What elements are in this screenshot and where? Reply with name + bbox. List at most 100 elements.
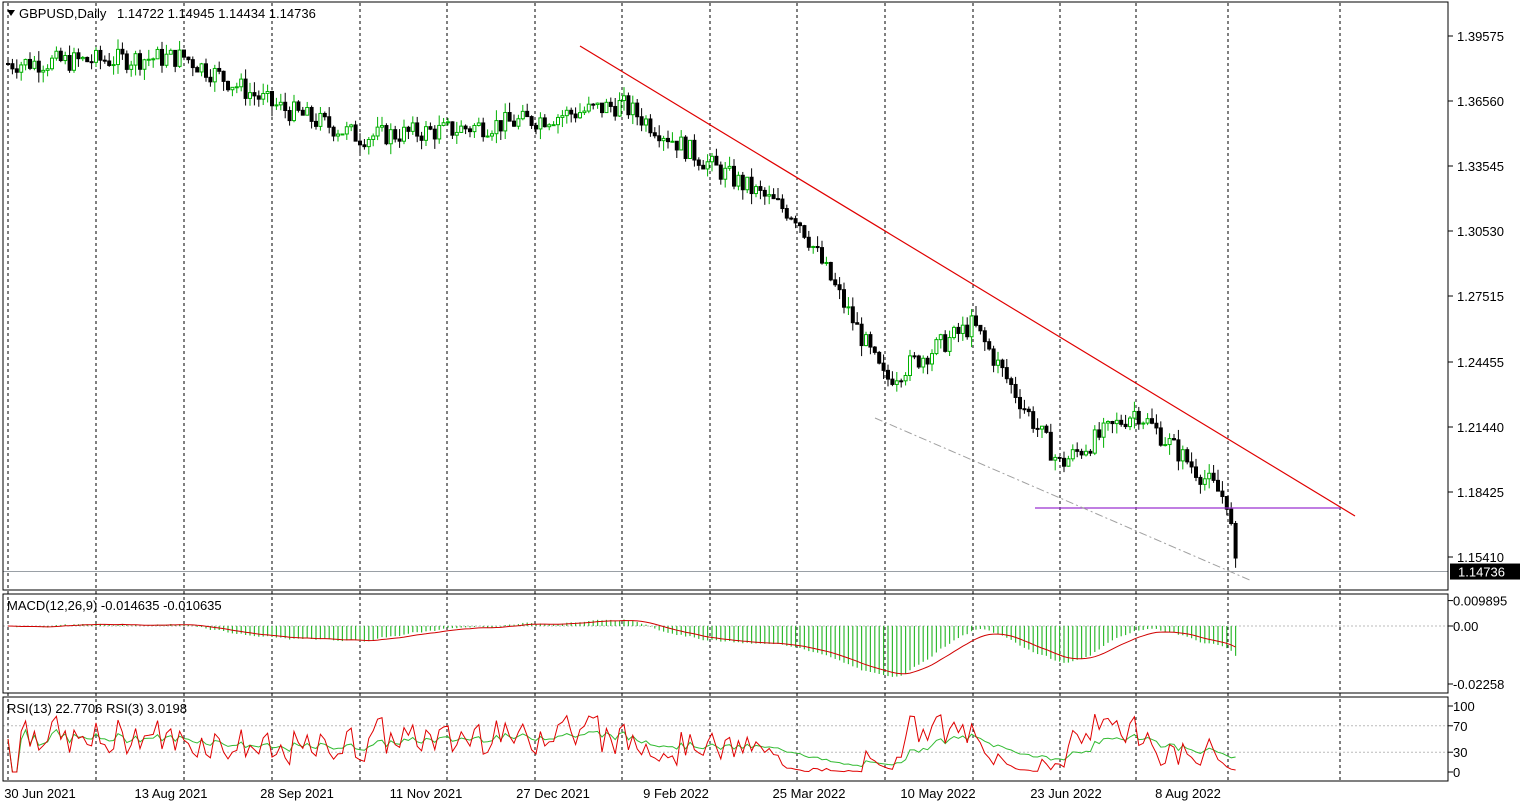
candle-body — [938, 334, 943, 341]
candle-body — [626, 95, 631, 116]
macd-pane[interactable] — [3, 619, 1448, 677]
rsi-pane[interactable] — [3, 713, 1448, 773]
time-tick-label: 28 Sep 2021 — [260, 786, 334, 801]
candle-body — [617, 100, 622, 117]
candle-body — [529, 116, 534, 126]
current-price-tag — [1450, 563, 1520, 580]
time-tick-label: 11 Nov 2021 — [390, 786, 463, 801]
candle-body — [802, 225, 807, 238]
candle-body — [688, 139, 692, 159]
collapse-triangle-icon[interactable] — [7, 10, 15, 16]
candle-body — [1000, 359, 1005, 369]
candle-body — [727, 165, 732, 169]
candle-body — [890, 378, 895, 385]
candle-body — [674, 140, 679, 151]
candle-body — [784, 208, 789, 219]
candle-body — [1202, 478, 1207, 485]
symbol-label: GBPUSD,Daily — [19, 6, 107, 21]
candle-body — [177, 49, 182, 67]
macd-signal-line — [7, 619, 1236, 675]
candle-body — [102, 59, 107, 62]
candle-body — [226, 80, 230, 91]
candle-body — [736, 174, 741, 187]
candle-body — [248, 92, 252, 99]
candle-body — [1216, 479, 1220, 492]
candle-body — [98, 49, 103, 61]
candle-body — [94, 49, 98, 63]
candle-body — [19, 64, 24, 73]
candle-body — [375, 126, 380, 137]
candle-body — [538, 117, 543, 130]
rsi-pane-frame — [2, 696, 1449, 782]
candle-body — [507, 112, 512, 122]
candle-body — [1026, 408, 1031, 413]
candle-body — [190, 59, 195, 69]
candle-body — [344, 126, 349, 135]
candle-body — [1185, 449, 1190, 463]
candle-body — [824, 261, 829, 264]
rsi-tick-label: 70 — [1453, 719, 1467, 734]
candle-body — [855, 322, 860, 325]
candle-body — [371, 135, 376, 140]
candle-body — [591, 103, 596, 106]
candle-body — [50, 57, 54, 70]
candle-body — [199, 63, 204, 73]
candle-body — [648, 118, 653, 134]
candle-body — [560, 115, 565, 118]
rsi-tick-label: 100 — [1453, 699, 1475, 714]
candle-body — [116, 48, 120, 66]
candle-body — [490, 133, 494, 137]
candle-body — [573, 113, 578, 119]
candle-body — [1207, 472, 1212, 480]
candle-body — [23, 58, 28, 66]
candle-body — [459, 125, 464, 133]
candle-body — [322, 112, 327, 118]
ohlc-label: 1.14722 1.14945 1.14434 1.14736 — [117, 6, 316, 21]
candle-body — [881, 362, 886, 371]
candle-body — [111, 64, 116, 67]
candle-body — [542, 117, 547, 128]
candle-body — [776, 198, 780, 201]
price-pane[interactable] — [3, 39, 1448, 582]
candle-body — [76, 52, 81, 60]
price-tick-label: 1.30530 — [1457, 224, 1504, 239]
candle-body — [63, 55, 68, 62]
candle-body — [85, 56, 90, 63]
candle-body — [1022, 408, 1027, 411]
candle-body — [270, 91, 274, 107]
candle-body — [1180, 449, 1185, 462]
candle-body — [54, 50, 59, 59]
candle-body — [1220, 490, 1225, 498]
candle-body — [1119, 419, 1124, 425]
candle-body — [622, 95, 626, 102]
candle-body — [1035, 427, 1040, 430]
candle-body — [661, 137, 666, 142]
candle-body — [793, 218, 798, 224]
candle-body — [982, 330, 987, 343]
candle-body — [710, 155, 714, 163]
candle-body — [278, 101, 283, 106]
candle-body — [446, 121, 450, 124]
candle-body — [1013, 383, 1018, 398]
candle-body — [956, 326, 961, 334]
candle-body — [146, 58, 151, 61]
candle-body — [160, 48, 164, 66]
candle-body — [564, 109, 569, 117]
candle-body — [842, 289, 846, 308]
candle-body — [683, 136, 688, 159]
candle-body — [758, 186, 763, 191]
candle-body — [287, 110, 292, 122]
candle-body — [903, 374, 908, 382]
candle-body — [472, 124, 477, 133]
candle-body — [657, 135, 662, 142]
candle-body — [578, 112, 582, 119]
candle-body — [397, 138, 402, 142]
candle-body — [415, 122, 420, 137]
price-tick-label: 1.18425 — [1457, 485, 1504, 500]
macd-pane-frame — [2, 593, 1449, 694]
rsi-axis: 100 70 30 0 — [1448, 699, 1475, 780]
price-tick-label: 1.15410 — [1457, 550, 1504, 565]
candle-body — [732, 165, 736, 187]
candle-body — [908, 355, 912, 376]
